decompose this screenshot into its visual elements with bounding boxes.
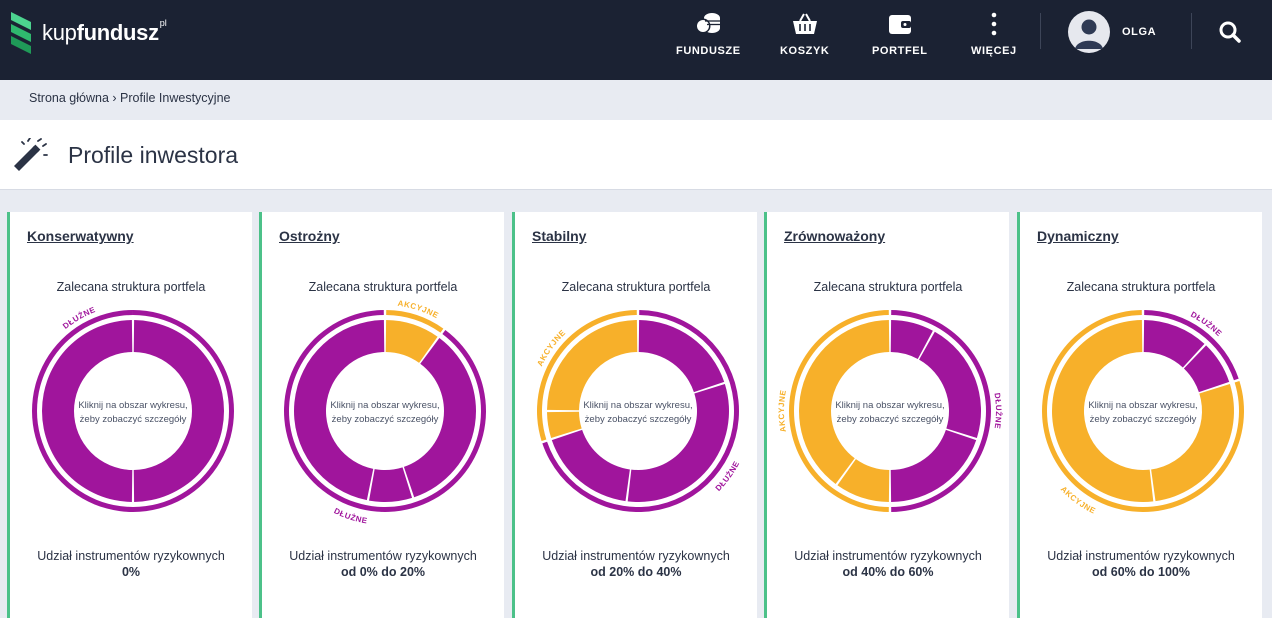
- portfolio-donut-chart[interactable]: Kliknij na obszar wykresu, żeby zobaczyć …: [280, 299, 490, 526]
- risk-share: Udział instrumentów ryzykownych 0%: [10, 548, 252, 580]
- portfolio-donut-chart[interactable]: Kliknij na obszar wykresu, żeby zobaczyć …: [533, 306, 743, 516]
- profile-title-link[interactable]: Ostrożny: [279, 228, 340, 244]
- top-navbar: kupfundusz pl FUNDUSZE KOSZYK: [0, 0, 1272, 80]
- risk-label: Udział instrumentów ryzykownych: [542, 549, 730, 563]
- inner-segment-0[interactable]: [638, 320, 725, 393]
- inner-segment-0[interactable]: [1143, 320, 1205, 368]
- profile-title-link[interactable]: Stabilny: [532, 228, 587, 244]
- inner-segment-2[interactable]: [1151, 383, 1234, 502]
- profile-card-zrownowazony: Zrównoważony Zalecana struktura portfela…: [764, 212, 1009, 618]
- basket-icon: [792, 10, 818, 38]
- profile-title-link[interactable]: Zrównoważony: [784, 228, 886, 244]
- nav-divider: [1040, 13, 1041, 49]
- chart-subtitle: Zalecana struktura portfela: [1066, 280, 1216, 294]
- chart-hint: żeby zobaczyć szczegóły: [80, 414, 187, 425]
- chart-hint: Kliknij na obszar wykresu,: [835, 400, 944, 411]
- inner-segment-3[interactable]: [293, 320, 385, 501]
- nav-item-wiecej[interactable]: WIĘCEJ: [971, 10, 1017, 66]
- chart-hint: Kliknij na obszar wykresu,: [78, 400, 187, 411]
- chart-subtitle: Zalecana struktura portfela: [561, 280, 711, 294]
- outer-segment-0[interactable]: [1144, 310, 1239, 381]
- logo-text: kupfundusz: [42, 20, 159, 45]
- logo[interactable]: kupfundusz pl: [8, 8, 167, 58]
- profile-card-dynamiczny: Dynamiczny Zalecana struktura portfela K…: [1017, 212, 1262, 618]
- profile-card-konserwatywny: Konserwatywny Zalecana struktura portfel…: [7, 212, 252, 618]
- nav-item-koszyk[interactable]: KOSZYK: [780, 10, 829, 66]
- inner-segment-3[interactable]: [1052, 320, 1154, 502]
- portfolio-donut-chart[interactable]: Kliknij na obszar wykresu, żeby zobaczyć …: [28, 305, 238, 516]
- chart-hint: żeby zobaczyć szczegóły: [332, 414, 439, 425]
- inner-segment-1[interactable]: [41, 320, 133, 502]
- inner-segment-2[interactable]: [369, 467, 413, 502]
- chart-subtitle: Zalecana struktura portfela: [813, 280, 963, 294]
- inner-segment-4[interactable]: [547, 320, 638, 411]
- portfolio-donut-chart[interactable]: Kliknij na obszar wykresu, żeby zobaczyć …: [1038, 306, 1248, 516]
- user-menu[interactable]: OLGA: [1068, 11, 1156, 53]
- segment-label: AKCYJNE: [777, 389, 788, 433]
- risk-label: Udział instrumentów ryzykownych: [289, 549, 477, 563]
- risk-share: Udział instrumentów ryzykownych od 40% d…: [767, 548, 1009, 580]
- profile-card-stabilny: Stabilny Zalecana struktura portfela Kli…: [512, 212, 757, 618]
- nav-label: KOSZYK: [780, 45, 830, 57]
- chart-hint: żeby zobaczyć szczegóły: [837, 414, 944, 425]
- inner-segment-1[interactable]: [919, 331, 981, 439]
- segment-label: AKCYJNE: [1059, 485, 1097, 516]
- inner-segment-1[interactable]: [403, 338, 477, 498]
- risk-range: 0%: [121, 565, 141, 579]
- search-button[interactable]: [1218, 20, 1242, 49]
- profile-title-link[interactable]: Konserwatywny: [27, 228, 134, 244]
- inner-segment-0[interactable]: [133, 320, 225, 502]
- risk-share: Udział instrumentów ryzykownych od 20% d…: [515, 548, 757, 580]
- risk-range: od 40% do 60%: [842, 565, 934, 579]
- chart-subtitle: Zalecana struktura portfela: [56, 280, 206, 294]
- logo-mark-icon: [11, 12, 31, 54]
- page-title: Profile inwestora: [68, 142, 239, 168]
- inner-segment-1[interactable]: [1183, 345, 1230, 393]
- inner-segment-4[interactable]: [799, 320, 890, 484]
- nav-item-portfel[interactable]: PORTFEL: [872, 10, 928, 66]
- risk-label: Udział instrumentów ryzykownych: [794, 549, 982, 563]
- logo-suffix: pl: [159, 18, 167, 28]
- inner-segment-0[interactable]: [890, 320, 933, 359]
- inner-segment-2[interactable]: [890, 429, 977, 502]
- wallet-icon: [887, 10, 913, 38]
- chart-hint: Kliknij na obszar wykresu,: [583, 400, 692, 411]
- risk-label: Udział instrumentów ryzykownych: [37, 549, 225, 563]
- search-icon: [1219, 21, 1241, 43]
- profile-card-ostrozny: Ostrożny Zalecana struktura portfela Kli…: [259, 212, 504, 618]
- portfolio-donut-chart[interactable]: Kliknij na obszar wykresu, żeby zobaczyć …: [777, 306, 1003, 516]
- coins-icon: [695, 10, 721, 38]
- risk-range: od 20% do 40%: [590, 565, 682, 579]
- risk-share: Udział instrumentów ryzykownych od 60% d…: [1020, 548, 1262, 580]
- nav-divider: [1191, 13, 1192, 49]
- user-icon: [1075, 19, 1103, 49]
- inner-segment-1[interactable]: [627, 383, 729, 502]
- chart-subtitle: Zalecana struktura portfela: [308, 280, 458, 294]
- nav-label: WIĘCEJ: [971, 45, 1017, 57]
- nav-label: PORTFEL: [872, 45, 928, 57]
- avatar: [1068, 11, 1110, 53]
- risk-label: Udział instrumentów ryzykownych: [1047, 549, 1235, 563]
- inner-segment-3[interactable]: [547, 411, 582, 439]
- breadcrumb: Strona główna › Profile Inwestycyjne: [29, 91, 231, 105]
- profile-title-link[interactable]: Dynamiczny: [1037, 228, 1119, 244]
- chart-hint: żeby zobaczyć szczegóły: [585, 414, 692, 425]
- user-name: OLGA: [1122, 26, 1157, 38]
- segment-label: DŁUŻNE: [993, 392, 1003, 430]
- inner-segment-3[interactable]: [837, 459, 890, 502]
- chart-hint: Kliknij na obszar wykresu,: [330, 400, 439, 411]
- chart-hint: Kliknij na obszar wykresu,: [1088, 400, 1197, 411]
- outer-segment-0[interactable]: [386, 310, 444, 333]
- more-vertical-icon: [991, 10, 997, 38]
- inner-segment-0[interactable]: [385, 320, 438, 363]
- chart-hint: żeby zobaczyć szczegóły: [1090, 414, 1197, 425]
- page-header: Profile inwestora: [0, 120, 1272, 190]
- nav-label: FUNDUSZE: [676, 45, 741, 57]
- risk-share: Udział instrumentów ryzykownych od 0% do…: [262, 548, 504, 580]
- magic-wand-icon: [14, 138, 48, 171]
- risk-range: od 60% do 100%: [1092, 565, 1190, 579]
- inner-segment-2[interactable]: [551, 429, 630, 502]
- risk-range: od 0% do 20%: [340, 565, 426, 579]
- nav-item-fundusze[interactable]: FUNDUSZE: [676, 10, 741, 66]
